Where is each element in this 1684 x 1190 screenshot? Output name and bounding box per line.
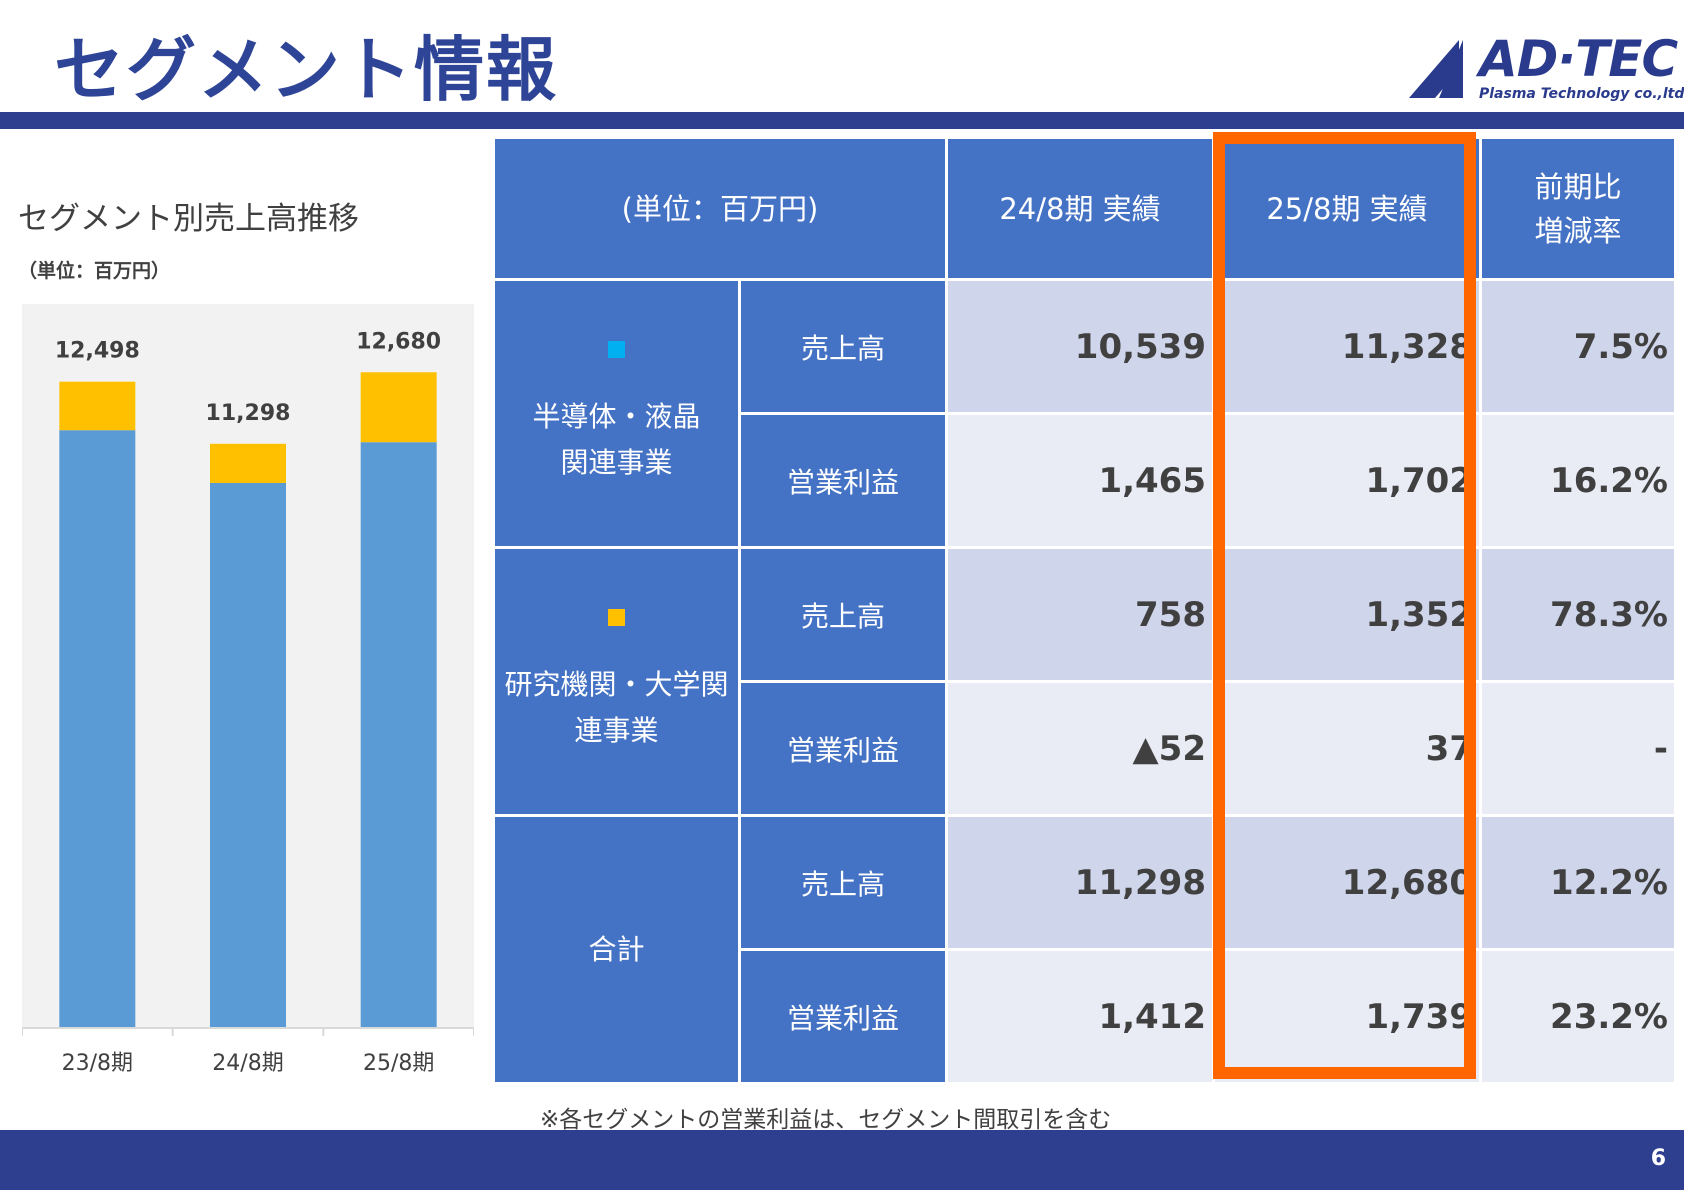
bar-segment-1 xyxy=(59,430,136,1028)
semiconductor-legend-square xyxy=(608,341,625,358)
logo-wordmark: AD·TEC xyxy=(1479,30,1678,88)
col-change-line1: 前期比 xyxy=(1534,169,1622,204)
segment-name-line1: 合計 xyxy=(588,932,645,966)
metric-label: 営業利益 xyxy=(738,948,948,1085)
value-change: 78.3% xyxy=(1479,546,1677,683)
bar-total-label: 11,298 xyxy=(206,401,291,426)
metric-label: 営業利益 xyxy=(738,680,948,817)
bar-segment-2 xyxy=(59,381,136,431)
bar-segment-2 xyxy=(210,443,286,483)
footer-bar: 6 xyxy=(0,1130,1684,1190)
table-row: 営業利益 1,412 1,739 23.2% xyxy=(494,948,1677,1085)
col-change-line2: 増減率 xyxy=(1534,213,1622,248)
segment-name-line1: 研究機関・大学関 xyxy=(504,668,729,701)
x-tick-label: 24/8期 xyxy=(212,1051,283,1076)
value-prev: ▲52 xyxy=(945,680,1215,817)
segment-sales-chart: 12,498 23/8期 11,298 24/8期 12,680 25/8期 xyxy=(22,304,474,1076)
value-curr: 12,680 xyxy=(1212,814,1482,951)
value-change: 7.5% xyxy=(1479,278,1677,415)
segment-research: 研究機関・大学関 連事業 xyxy=(492,546,741,817)
value-prev: 1,412 xyxy=(945,948,1215,1085)
segment-name-line1: 半導体・液晶 xyxy=(532,400,701,433)
segment-semiconductor: 半導体・液晶 関連事業 xyxy=(492,278,741,549)
segment-total: 合計 xyxy=(492,814,741,1085)
company-logo: AD·TEC Plasma Technology co.,ltd. xyxy=(1405,30,1684,108)
x-tick-label: 23/8期 xyxy=(62,1051,133,1076)
value-change: 12.2% xyxy=(1479,814,1677,951)
col-curr-header: 25/8期 実績 xyxy=(1212,136,1482,281)
bar-segment-2 xyxy=(360,372,437,443)
col-prev-header: 24/8期 実績 xyxy=(945,136,1215,281)
chart-title: セグメント別売上高推移 xyxy=(18,201,359,237)
value-curr: 1,739 xyxy=(1212,948,1482,1085)
research-legend-square xyxy=(608,609,625,626)
table-row: 研究機関・大学関 連事業 売上高 758 1,352 78.3% xyxy=(492,546,1677,817)
table-row: 営業利益 ▲52 37 - xyxy=(494,680,1677,817)
value-prev: 10,539 xyxy=(945,278,1215,415)
table-row: 営業利益 1,465 1,702 16.2% xyxy=(494,412,1677,549)
segment-table: (単位：百万円) 24/8期 実績 25/8期 実績 前期比 増減率 半導体・液… xyxy=(492,136,1677,1085)
logo-mark-icon xyxy=(1409,40,1463,98)
x-tick-label: 25/8期 xyxy=(363,1051,434,1076)
bar-segment-1 xyxy=(360,442,437,1029)
value-change: 23.2% xyxy=(1479,948,1677,1085)
table-header-row: (単位：百万円) 24/8期 実績 25/8期 実績 前期比 増減率 xyxy=(492,136,1677,281)
unit-header: (単位：百万円) xyxy=(492,136,948,281)
value-prev: 11,298 xyxy=(945,814,1215,951)
segment-name-line2: 関連事業 xyxy=(560,446,673,479)
value-curr: 1,702 xyxy=(1212,412,1482,549)
bar-segment-1 xyxy=(210,482,286,1028)
value-change: 16.2% xyxy=(1479,412,1677,549)
metric-label: 売上高 xyxy=(738,278,948,415)
table-row: 合計 売上高 11,298 12,680 12.2% xyxy=(492,814,1677,1085)
bar-total-label: 12,680 xyxy=(356,329,441,354)
table-row: 半導体・液晶 関連事業 売上高 10,539 11,328 7.5% xyxy=(492,278,1677,549)
value-prev: 1,465 xyxy=(945,412,1215,549)
metric-label: 売上高 xyxy=(738,546,948,683)
value-prev: 758 xyxy=(945,546,1215,683)
chart-unit-label: （単位：百万円） xyxy=(18,260,171,282)
logo-subline: Plasma Technology co.,ltd. xyxy=(1479,86,1684,102)
value-curr: 11,328 xyxy=(1212,278,1482,415)
segment-name-line2: 連事業 xyxy=(574,714,659,747)
page-title: セグメント情報 xyxy=(54,29,558,111)
metric-label: 営業利益 xyxy=(738,412,948,549)
value-curr: 37 xyxy=(1212,680,1482,817)
value-curr: 1,352 xyxy=(1212,546,1482,683)
value-change: - xyxy=(1479,680,1677,817)
header-rule xyxy=(0,112,1684,129)
metric-label: 売上高 xyxy=(738,814,948,951)
col-change-header: 前期比 増減率 xyxy=(1479,136,1677,281)
page-number: 6 xyxy=(1650,1146,1666,1171)
bar-total-label: 12,498 xyxy=(55,339,140,364)
footnote: ※各セグメントの営業利益は、セグメント間取引を含む xyxy=(540,1107,1112,1133)
